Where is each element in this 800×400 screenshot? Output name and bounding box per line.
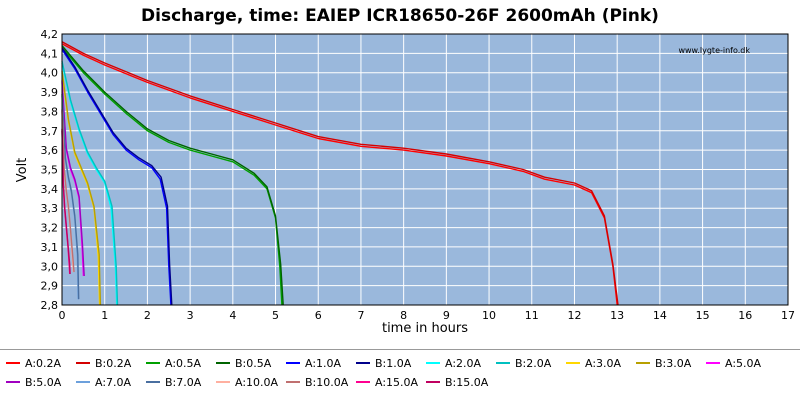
series-line <box>61 43 618 306</box>
legend-entry: B:5.0A <box>25 376 62 389</box>
series-line <box>61 80 85 277</box>
legend-entry: A:15.0A <box>375 376 419 389</box>
x-tick-label: 14 <box>653 309 667 322</box>
y-tick-label: 3,9 <box>41 86 59 99</box>
legend-entry: A:5.0A <box>725 357 762 370</box>
series-line <box>61 45 284 306</box>
legend: A:0.2A B:0.2A A:0.5A B:0.5A A:1.0A B:1.0A A:2.… <box>6 357 762 389</box>
y-tick-label: 3,1 <box>41 241 59 254</box>
x-tick-label: 16 <box>738 309 752 322</box>
x-tick-label: 8 <box>400 309 407 322</box>
x-tick-label: 2 <box>144 309 151 322</box>
y-tick-label: 3,8 <box>41 105 59 118</box>
y-tick-label: 3,3 <box>41 202 59 215</box>
plot-frame <box>61 33 789 306</box>
legend-entry: B:15.0A <box>445 376 489 389</box>
legend-entry: B:0.5A <box>235 357 272 370</box>
series-line <box>61 49 172 306</box>
series-layer <box>61 41 619 306</box>
legend-entry: A:7.0A <box>95 376 132 389</box>
x-axis-ticks: 0 1 2 3 4 5 6 7 8 9 10 11 12 13 14 15 16 17 <box>59 309 796 322</box>
y-tick-label: 4,2 <box>41 28 59 41</box>
y-tick-label: 3,2 <box>41 222 59 235</box>
legend-entry: A:10.0A <box>235 376 279 389</box>
watermark: www.lygte-info.dk <box>678 46 750 55</box>
x-tick-label: 3 <box>187 309 194 322</box>
x-axis-label: time in hours <box>382 321 468 336</box>
series-line <box>61 47 173 306</box>
legend-entry: B:2.0A <box>515 357 552 370</box>
legend-entry: A:0.5A <box>165 357 202 370</box>
chart-title: Discharge, time: EAIEP ICR18650-26F 2600… <box>141 6 659 26</box>
y-tick-label: 3,5 <box>41 164 59 177</box>
legend-entry: A:1.0A <box>305 357 342 370</box>
x-tick-label: 7 <box>357 309 364 322</box>
y-tick-label: 3,0 <box>41 260 59 273</box>
legend-entry: B:7.0A <box>165 376 202 389</box>
legend-entry: A:0.2A <box>25 357 62 370</box>
series-line <box>61 109 75 273</box>
x-tick-label: 15 <box>696 309 710 322</box>
series-line <box>61 60 119 306</box>
series-line <box>61 70 102 306</box>
x-tick-label: 5 <box>272 309 279 322</box>
y-tick-label: 3,6 <box>41 144 59 157</box>
x-tick-label: 0 <box>59 309 66 322</box>
legend-entry: B:0.2A <box>95 357 132 370</box>
legend-entry: A:3.0A <box>585 357 622 370</box>
x-tick-label: 11 <box>525 309 539 322</box>
legend-entry: B:1.0A <box>375 357 412 370</box>
y-tick-label: 3,7 <box>41 125 59 138</box>
y-tick-label: 4,0 <box>41 67 59 80</box>
series-line <box>61 41 619 306</box>
legend-entry: B:3.0A <box>655 357 692 370</box>
y-axis-label: Volt <box>15 158 30 183</box>
series-line <box>61 128 71 275</box>
series-line <box>61 93 80 300</box>
y-tick-label: 2,9 <box>41 280 59 293</box>
legend-entry: B:10.0A <box>305 376 349 389</box>
y-tick-label: 4,1 <box>41 47 59 60</box>
x-tick-label: 17 <box>781 309 795 322</box>
legend-entry: A:2.0A <box>445 357 482 370</box>
x-tick-label: 13 <box>610 309 624 322</box>
x-tick-label: 12 <box>567 309 581 322</box>
x-tick-label: 4 <box>229 309 236 322</box>
x-tick-label: 1 <box>101 309 108 322</box>
x-tick-label: 6 <box>315 309 322 322</box>
y-tick-label: 3,4 <box>41 183 59 196</box>
y-tick-label: 2,8 <box>41 299 59 312</box>
y-axis-ticks: 2,8 2,9 3,0 3,1 3,2 3,3 3,4 3,5 3,6 3,7 3,8 3,9 4,0 4… <box>41 28 59 312</box>
x-tick-label: 10 <box>482 309 496 322</box>
x-tick-label: 9 <box>443 309 450 322</box>
